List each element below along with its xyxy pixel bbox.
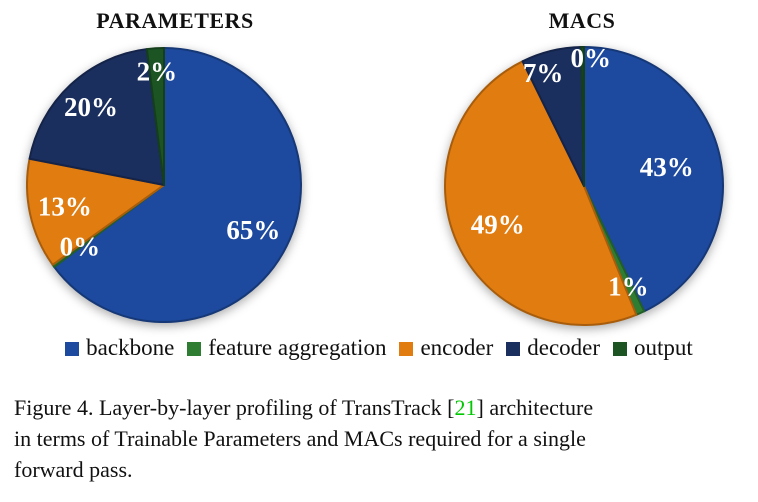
caption-line-2: in terms of Trainable Parameters and MAC… [14,426,586,451]
legend-item-encoder: encoder [399,335,493,361]
pie-slice-backbone [53,47,302,323]
legend-item-decoder: decoder [506,335,600,361]
pie-label-decoder: 20% [64,92,118,122]
legend-swatch-backbone [65,342,80,356]
pie-label-output: 0% [571,43,612,73]
pie-slice-decoder [28,48,165,186]
legend-item-feature-aggregation: feature aggregation [187,335,386,361]
pie-slice-output [145,46,165,186]
legend-label-encoder: encoder [420,335,494,360]
caption-line-3: forward pass. [14,457,133,482]
pie-label-feature-aggregation: 1% [608,271,649,301]
legend-label-feature-aggregation: feature aggregation [208,335,387,360]
legend-item-backbone: backbone [65,335,174,361]
pie-label-encoder: 49% [471,210,525,240]
legend-item-output: output [613,335,693,361]
caption-cite: 21 [454,395,477,420]
pie-label-backbone: 65% [226,215,280,245]
legend-label-decoder: decoder [527,335,601,360]
legend-label-output: output [634,335,693,360]
chart-title-macs: MACS [548,8,616,33]
caption-text-after-cite: ] architecture [476,395,594,420]
legend-swatch-decoder [506,342,521,356]
pie-slice-backbone [583,46,724,313]
pie-label-backbone: 43% [640,152,694,182]
pie-slice-encoder [26,157,165,266]
pie-slice-encoder [444,60,638,326]
legend-swatch-output [613,342,628,356]
pie-slice-output [580,46,585,187]
legend-swatch-encoder [399,342,414,356]
chart-legend: backbone feature aggregation encoder dec… [0,335,758,361]
pie-label-decoder: 7% [523,58,564,88]
pie-chart-parameters: 65% 0% 13% 20% 2% [26,46,302,323]
chart-title-parameters: PARAMETERS [96,8,254,33]
legend-swatch-feature-aggregation [187,342,202,356]
pie-label-encoder: 13% [38,192,92,222]
figure-caption: Figure 4. Layer-by-layer profiling of Tr… [14,392,754,485]
caption-line-1: Figure 4. Layer-by-layer profiling of Tr… [14,392,754,423]
caption-text: Figure 4. Layer-by-layer profiling of Tr… [14,395,455,420]
pie-label-output: 2% [137,57,178,87]
pie-label-feature-aggregation: 0% [60,231,101,261]
legend-label-backbone: backbone [86,335,175,360]
pie-chart-macs: 43% 1% 49% 7% 0% [444,43,724,326]
